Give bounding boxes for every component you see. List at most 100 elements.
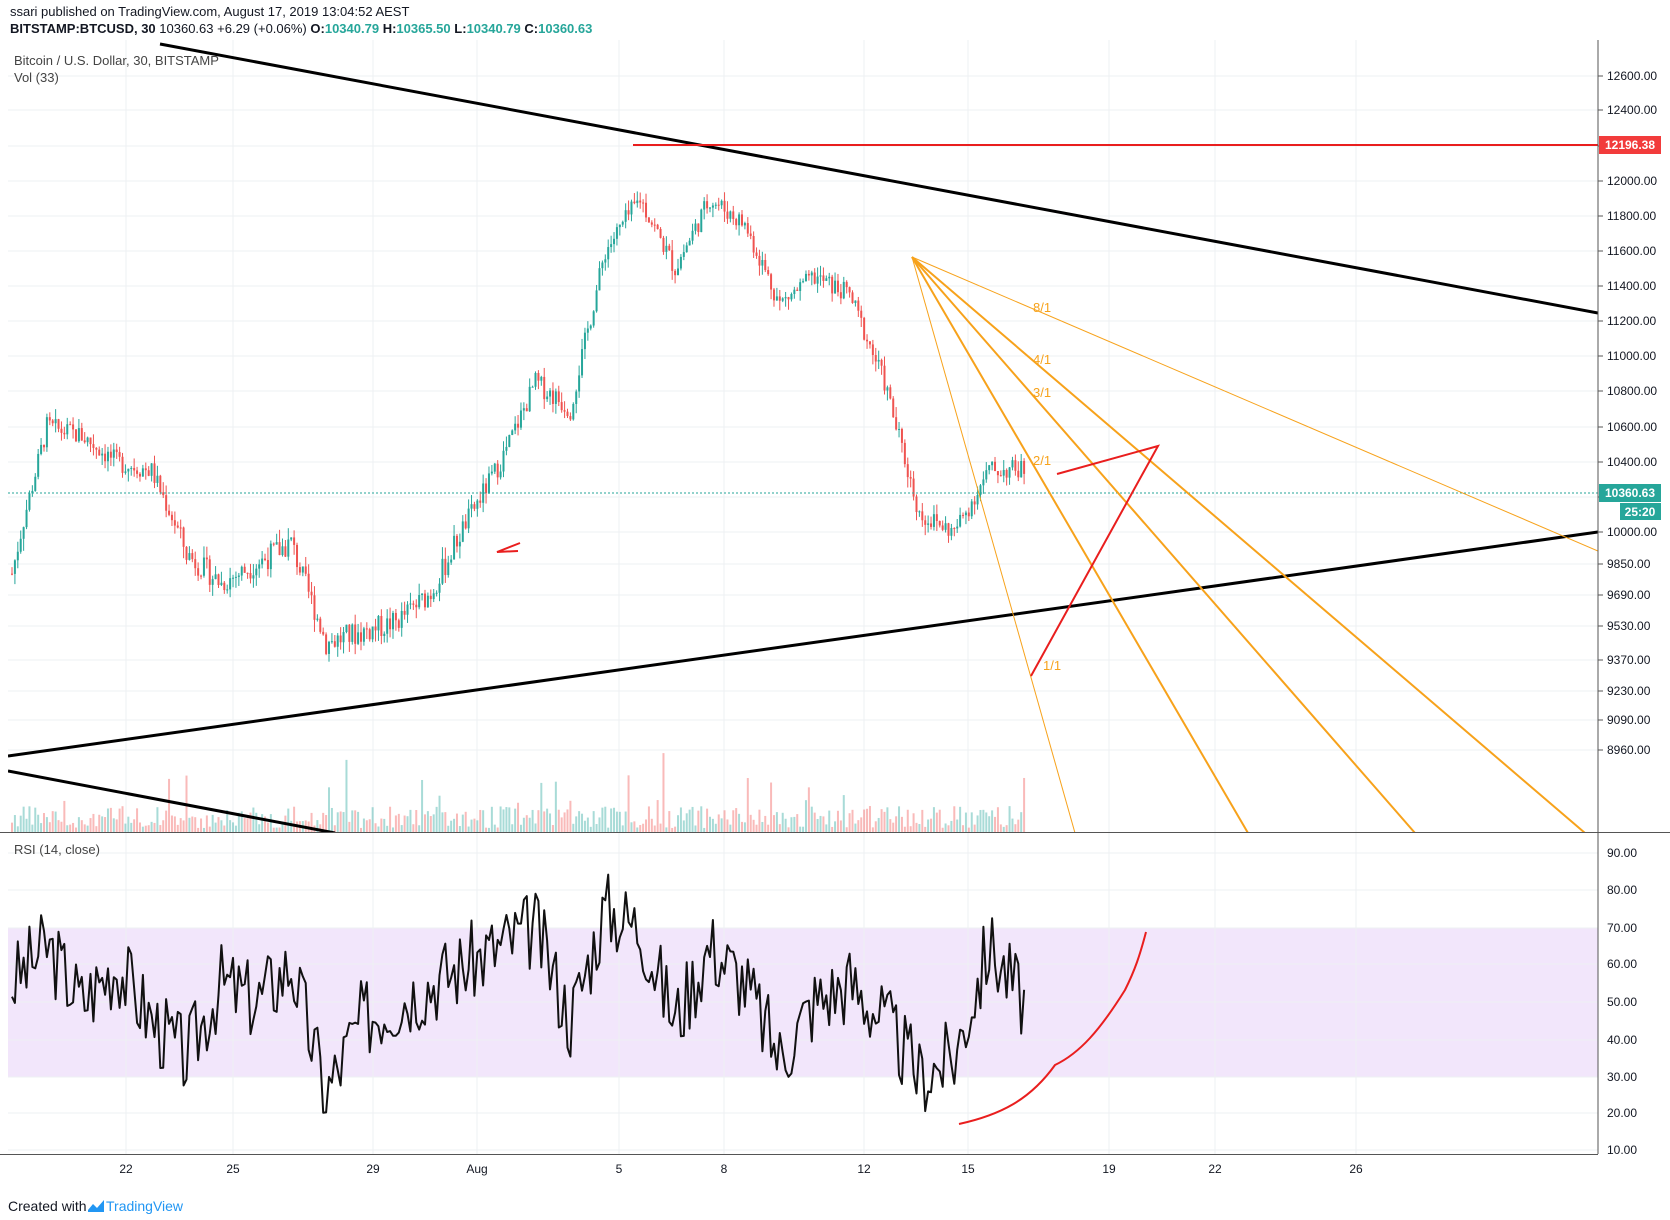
volume-bar (639, 825, 642, 832)
volume-bar (205, 815, 208, 832)
volume-bar (761, 821, 764, 832)
volume-bar (682, 820, 685, 832)
candle-body (144, 468, 147, 471)
volume-bar (953, 806, 956, 832)
chart-drawings[interactable] (8, 42, 1598, 833)
candle-body (531, 386, 534, 388)
rsi-tick-label: 50.00 (1607, 995, 1637, 1009)
candle-body (528, 386, 531, 412)
candle-body (182, 527, 185, 547)
volume-bar (572, 823, 575, 832)
volume-bar (653, 825, 656, 832)
volume-bar (563, 812, 566, 832)
volume-bar (508, 807, 511, 832)
gann-fan[interactable] (911, 256, 1598, 833)
candle-body (153, 463, 156, 483)
rsi-chart[interactable]: RSI (14, close) 90.00 80.00 70.00 60.00 50.0… (0, 833, 1670, 1188)
volume-bar (615, 811, 618, 832)
candle-body (170, 514, 173, 521)
candle-body (793, 289, 796, 295)
publish-info: ssari published on TradingView.com, Augu… (10, 4, 410, 19)
volume-bar (967, 827, 970, 832)
footer: Created with TradingView (0, 1192, 1670, 1220)
candle-body (40, 444, 43, 454)
volume-bar (319, 824, 322, 832)
volume-bar (755, 824, 758, 832)
volume-bar (57, 820, 60, 832)
volume-bar (255, 812, 258, 832)
candle-body (749, 233, 752, 237)
candle-body (328, 641, 331, 654)
volume-bar (717, 814, 720, 832)
small-flag[interactable] (496, 542, 521, 553)
candle-body (813, 272, 816, 284)
volume-bar (842, 795, 845, 832)
volume-bar (60, 821, 63, 832)
candle-body (950, 528, 953, 536)
rsi-tick-label: 80.00 (1607, 883, 1637, 897)
candle-body (711, 205, 714, 208)
candle-body (985, 470, 988, 480)
volume-bar (176, 824, 179, 832)
candle-body (176, 525, 179, 528)
volume-bar (162, 820, 165, 832)
volume-bar (348, 821, 351, 832)
volume-bar (787, 827, 790, 832)
candle-body (243, 566, 246, 573)
lower-trendline[interactable] (8, 530, 1598, 758)
volume-bar (246, 818, 249, 832)
volume-bar (182, 820, 185, 832)
volume-bar (391, 827, 394, 832)
time-axis[interactable]: 22 25 29 Aug 5 8 12 15 19 22 26 (119, 1162, 1363, 1176)
candle-body (519, 410, 522, 428)
candle-body (592, 311, 595, 326)
volume-bar (127, 816, 130, 832)
rsi-axis[interactable]: 90.00 80.00 70.00 60.00 50.00 40.00 30.00 20.00… (1607, 846, 1637, 1157)
price-tick-label: 9230.00 (1607, 684, 1651, 698)
candle-body (874, 355, 877, 362)
price-axis[interactable]: 12600.0012400.0012200.0012000.0011800.00… (1598, 69, 1657, 757)
candle-body (787, 297, 790, 300)
volume-bar (217, 817, 220, 832)
volume-bar (601, 807, 604, 832)
rsi-tick-label: 20.00 (1607, 1106, 1637, 1120)
candle-body (205, 557, 208, 560)
symbol-label[interactable]: BITSTAMP:BTCUSD, 30 (10, 21, 156, 36)
volume-bar (412, 824, 415, 832)
volume-bar (778, 824, 781, 832)
candle-body (394, 612, 397, 621)
candle-body (746, 223, 749, 234)
volume-bar (496, 827, 499, 832)
candle-body (892, 398, 895, 418)
candle-body (732, 211, 735, 220)
volume-bar (493, 824, 496, 832)
volume-bar (752, 819, 755, 832)
candle-body (159, 475, 162, 493)
triangle-pattern[interactable] (1030, 444, 1161, 677)
volume-bar (528, 817, 531, 832)
volume-bar (101, 816, 104, 832)
candle-body (95, 447, 98, 450)
volume-bar (482, 810, 485, 832)
tradingview-logo-icon[interactable] (86, 1196, 106, 1216)
price-chart[interactable]: 8/1 4/1 3/1 2/1 1/1 Bitcoin / U.S. Dolla… (0, 40, 1670, 833)
candle-body (444, 558, 447, 576)
bottom-trendline[interactable] (8, 769, 336, 833)
candle-body (453, 535, 456, 560)
candle-body (927, 523, 930, 525)
candle-body (92, 444, 95, 448)
volume-bar (22, 806, 25, 832)
rsi-divergence-curve[interactable] (958, 931, 1147, 1125)
volume-bar (333, 825, 336, 832)
upper-trendline[interactable] (159, 42, 1598, 315)
volume-bar (336, 812, 339, 832)
volume-bar (403, 815, 406, 832)
candle-body (743, 223, 746, 226)
candle-body (80, 428, 83, 441)
candle-body (458, 541, 461, 547)
footer-brand[interactable]: TradingView (106, 1198, 184, 1214)
candle-body (630, 201, 633, 215)
volume-bar (994, 816, 997, 832)
volume-bar (28, 806, 31, 832)
volume-bar (138, 822, 141, 832)
